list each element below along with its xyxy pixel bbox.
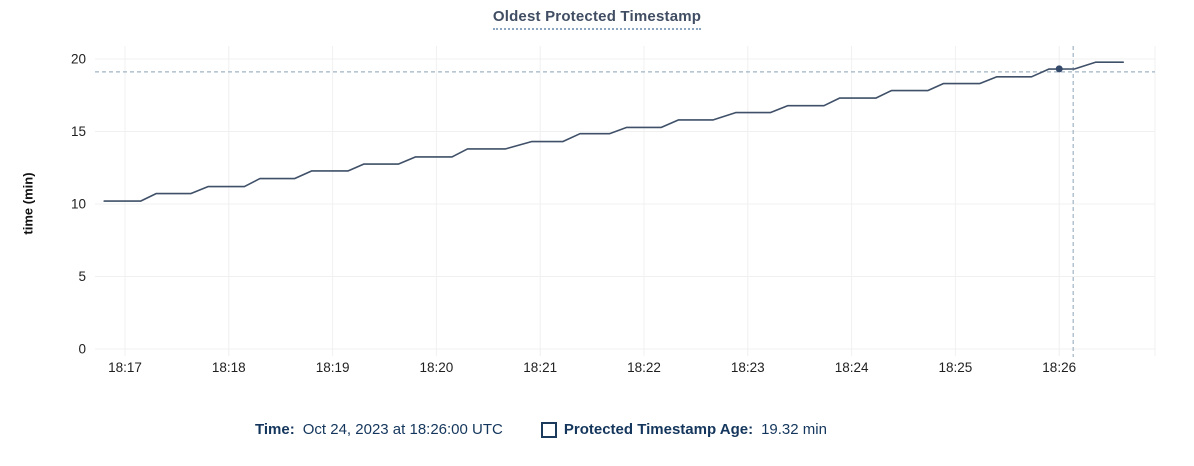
hover-legend: Time: Oct 24, 2023 at 18:26:00 UTC Prote… (255, 421, 827, 438)
x-tick-label: 18:22 (627, 360, 661, 375)
y-tick-label: 10 (71, 197, 86, 212)
x-tick-label: 18:19 (316, 360, 350, 375)
y-tick-label: 15 (71, 124, 86, 139)
x-tick-label: 18:17 (108, 360, 142, 375)
x-tick-label: 18:25 (939, 360, 973, 375)
legend-time-label: Time: (255, 421, 295, 438)
x-tick-label: 18:26 (1042, 360, 1076, 375)
chart-header: Oldest Protected Timestamp (0, 8, 1194, 30)
y-tick-label: 20 (71, 52, 86, 67)
legend-series-label: Protected Timestamp Age: (563, 421, 754, 438)
y-tick-label: 0 (78, 342, 86, 357)
legend-series-value: 19.32 min (761, 421, 827, 438)
series-line-protected-timestamp-age (103, 61, 1124, 202)
y-tick-label: 5 (78, 269, 86, 284)
line-chart-plot[interactable]: 0 5 10 15 20 18:17 18:18 18:19 18:20 18:21 18:22 18… (0, 0, 1194, 400)
x-tick-label: 18:21 (523, 360, 557, 375)
hover-point-dot (1055, 65, 1063, 73)
legend-time-value: Oct 24, 2023 at 18:26:00 UTC (302, 421, 503, 438)
x-tick-label: 18:24 (835, 360, 869, 375)
series-checkbox[interactable] (540, 421, 557, 438)
chart-title[interactable]: Oldest Protected Timestamp (492, 8, 702, 30)
x-tick-label: 18:20 (420, 360, 454, 375)
x-tick-label: 18:18 (212, 360, 246, 375)
x-tick-label: 18:23 (731, 360, 765, 375)
